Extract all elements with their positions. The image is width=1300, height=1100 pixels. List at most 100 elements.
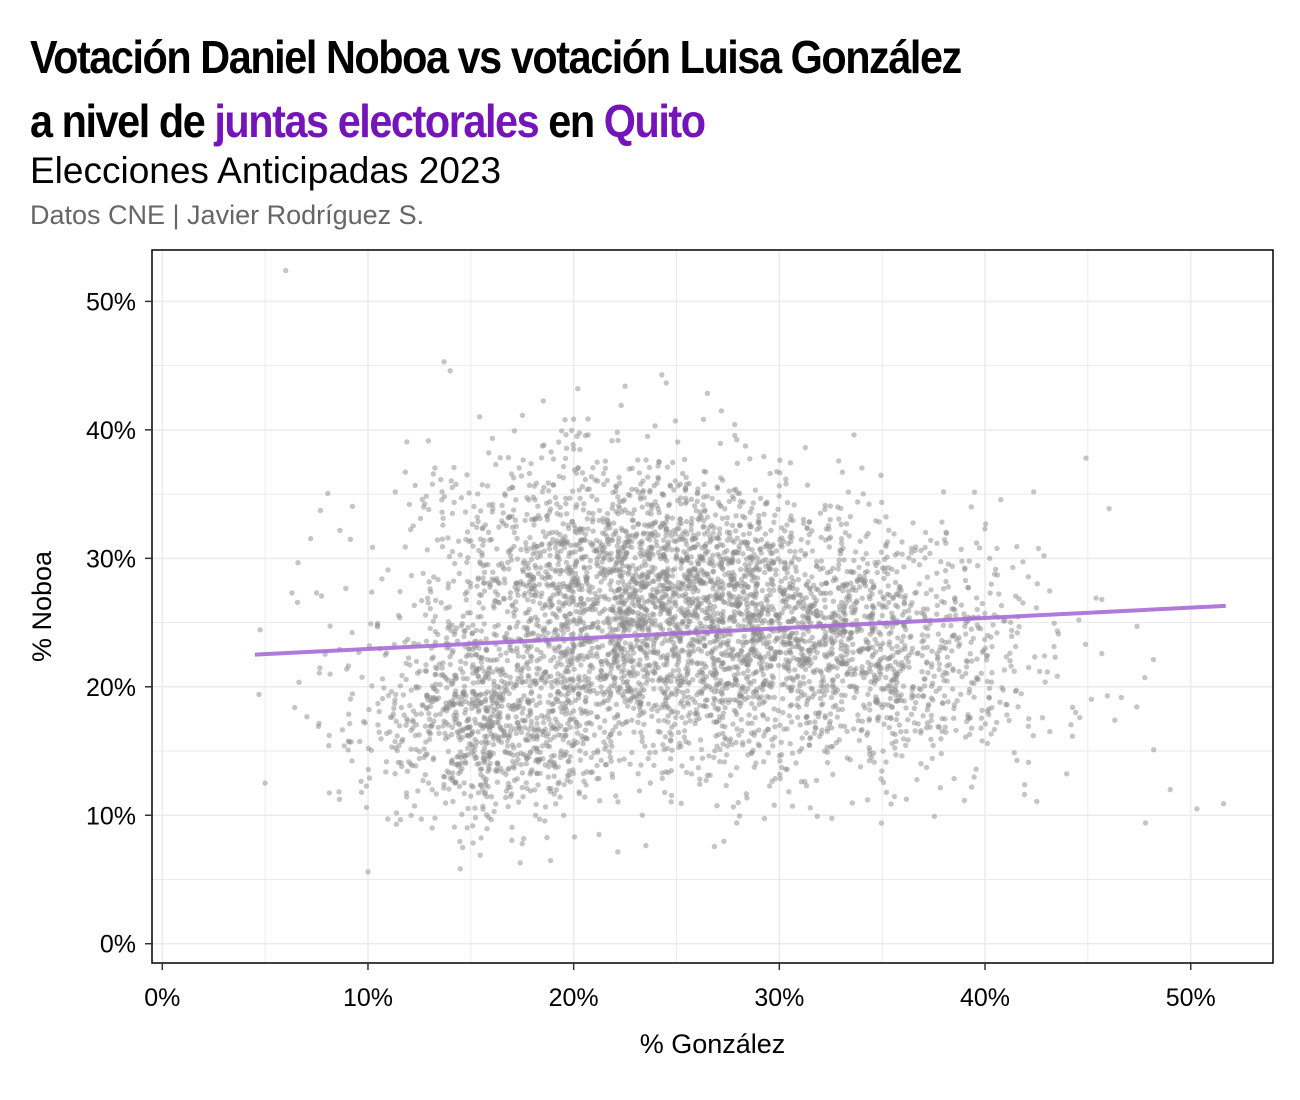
data-point — [368, 621, 374, 627]
data-point — [492, 623, 498, 630]
data-point — [842, 642, 848, 649]
data-point — [457, 866, 463, 872]
data-point — [673, 691, 679, 698]
data-point — [900, 736, 907, 742]
data-point — [412, 732, 419, 739]
data-point — [784, 500, 791, 506]
data-point — [778, 578, 785, 584]
data-point — [430, 618, 436, 624]
data-point — [440, 522, 446, 528]
data-point — [579, 605, 585, 612]
data-point — [863, 550, 869, 557]
data-point — [594, 459, 600, 465]
data-point — [555, 561, 561, 568]
data-point — [855, 499, 861, 505]
data-point — [509, 837, 515, 843]
data-point — [797, 722, 803, 728]
data-point — [420, 703, 426, 709]
data-point — [734, 535, 740, 541]
data-point — [794, 673, 801, 679]
data-point — [581, 564, 587, 571]
data-point — [397, 615, 403, 621]
data-point — [493, 598, 499, 604]
data-point — [553, 664, 559, 670]
data-point — [670, 668, 676, 674]
data-point — [876, 714, 882, 720]
data-point — [779, 634, 785, 640]
data-point — [434, 688, 440, 694]
data-point — [788, 530, 794, 536]
data-point — [584, 736, 590, 742]
data-point — [449, 724, 455, 731]
data-point — [990, 622, 996, 628]
data-point — [688, 771, 695, 777]
data-point — [617, 568, 623, 574]
data-point — [510, 603, 516, 609]
data-point — [545, 480, 551, 486]
data-point — [635, 670, 641, 677]
data-point — [841, 557, 847, 563]
data-point — [515, 756, 521, 762]
data-point — [520, 654, 527, 660]
data-point — [538, 649, 544, 656]
data-point — [715, 657, 721, 663]
data-point — [891, 531, 897, 537]
data-point — [597, 724, 603, 731]
data-point — [712, 667, 718, 673]
data-point — [710, 569, 716, 575]
data-point — [898, 692, 904, 698]
data-point — [505, 559, 511, 566]
data-point — [513, 705, 519, 712]
data-point — [666, 501, 673, 507]
data-point — [597, 539, 603, 545]
data-point — [625, 703, 631, 709]
data-point — [412, 482, 418, 489]
data-point — [594, 714, 600, 720]
data-point — [516, 799, 522, 805]
data-point — [784, 522, 790, 528]
data-point — [938, 750, 944, 757]
data-point — [640, 667, 646, 673]
data-point — [641, 599, 648, 605]
data-point — [737, 523, 743, 529]
data-point — [443, 720, 449, 726]
data-point — [689, 535, 696, 542]
data-point — [578, 627, 584, 633]
data-point — [689, 515, 695, 522]
data-point — [562, 727, 568, 733]
data-point — [515, 675, 521, 682]
data-point — [426, 710, 432, 717]
data-point — [513, 497, 519, 503]
data-point — [670, 459, 676, 466]
data-point — [426, 716, 433, 722]
data-point — [513, 606, 519, 613]
data-point — [481, 791, 487, 797]
data-point — [581, 501, 587, 507]
data-point — [582, 677, 588, 684]
data-point — [726, 665, 732, 671]
data-point — [763, 557, 769, 563]
data-point — [557, 571, 563, 577]
data-point — [730, 646, 736, 652]
data-point — [934, 570, 940, 576]
data-point — [499, 698, 505, 704]
data-point — [582, 574, 589, 580]
data-point — [326, 743, 332, 749]
data-point — [691, 637, 698, 643]
data-point — [870, 651, 876, 658]
data-point — [445, 535, 451, 541]
data-point — [653, 622, 659, 628]
data-point — [902, 643, 908, 649]
data-point — [518, 667, 524, 673]
data-point — [519, 770, 526, 776]
data-point — [878, 656, 884, 662]
data-point — [682, 500, 689, 507]
data-point — [550, 592, 556, 598]
data-point — [755, 741, 762, 747]
data-point — [708, 578, 714, 585]
data-point — [636, 574, 643, 581]
data-point — [376, 729, 382, 735]
data-point — [662, 789, 668, 796]
data-point — [578, 733, 585, 739]
data-point — [452, 691, 458, 697]
